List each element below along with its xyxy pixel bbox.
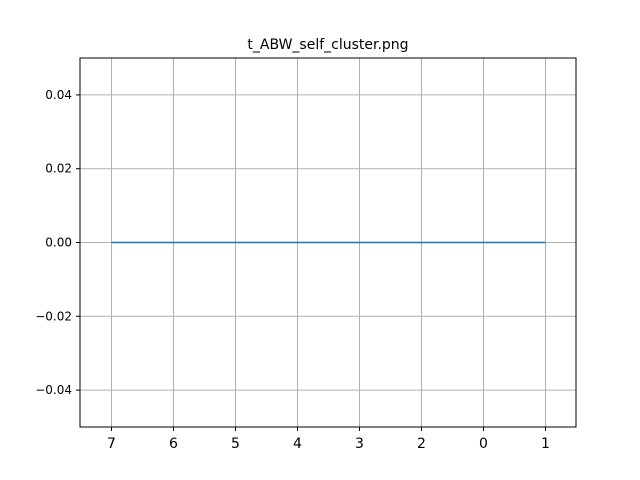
x-axis: 7 6 5 4 3 2 0 1 xyxy=(107,427,550,452)
y-tick-label: −0.04 xyxy=(35,383,72,397)
x-tick-label: 6 xyxy=(169,436,178,452)
x-tick-label: 3 xyxy=(355,436,364,452)
y-axis: −0.04 −0.02 0.00 0.02 0.04 xyxy=(35,88,80,397)
x-tick-label: 1 xyxy=(541,436,550,452)
x-tick-label: 7 xyxy=(107,436,116,452)
chart-title: t_ABW_self_cluster.png xyxy=(247,37,408,53)
y-tick-label: −0.02 xyxy=(35,309,72,323)
y-tick-label: 0.00 xyxy=(45,236,72,250)
y-tick-label: 0.04 xyxy=(45,88,72,102)
x-tick-label: 2 xyxy=(417,436,426,452)
y-tick-label: 0.02 xyxy=(45,162,72,176)
x-tick-label: 4 xyxy=(293,436,302,452)
x-tick-label: 5 xyxy=(231,436,240,452)
x-tick-label: 0 xyxy=(479,436,488,452)
